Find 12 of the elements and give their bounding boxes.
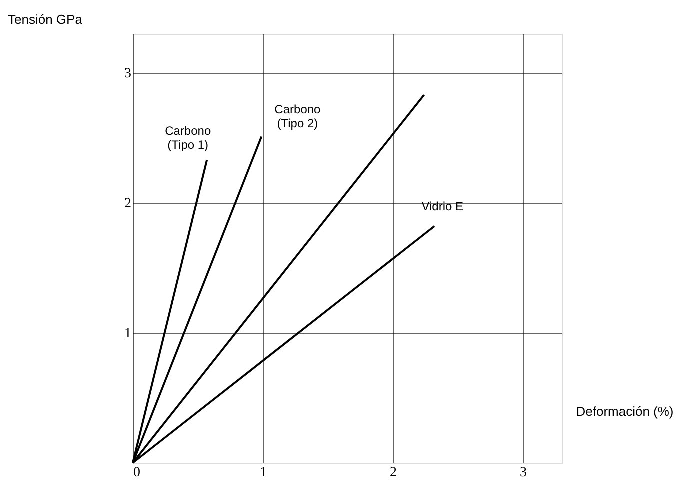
x-tick-label: 2 (390, 466, 397, 480)
x-tick-label: 1 (260, 466, 267, 480)
y-axis-title: Tensión GPa (8, 12, 84, 27)
x-tick-label: 0 (134, 466, 140, 480)
series-label: Vidrio E (422, 199, 464, 214)
x-axis-title: Deformación (%) (576, 404, 674, 419)
series-label: Carbono (Tipo 2) (274, 102, 322, 131)
y-tick-label: 2 (124, 196, 132, 212)
x-tick-label: 3 (520, 466, 527, 480)
y-tick-label: 3 (124, 66, 132, 82)
series-label: Carbono (Tipo 1) (165, 124, 212, 152)
y-tick-label: 1 (124, 326, 132, 342)
